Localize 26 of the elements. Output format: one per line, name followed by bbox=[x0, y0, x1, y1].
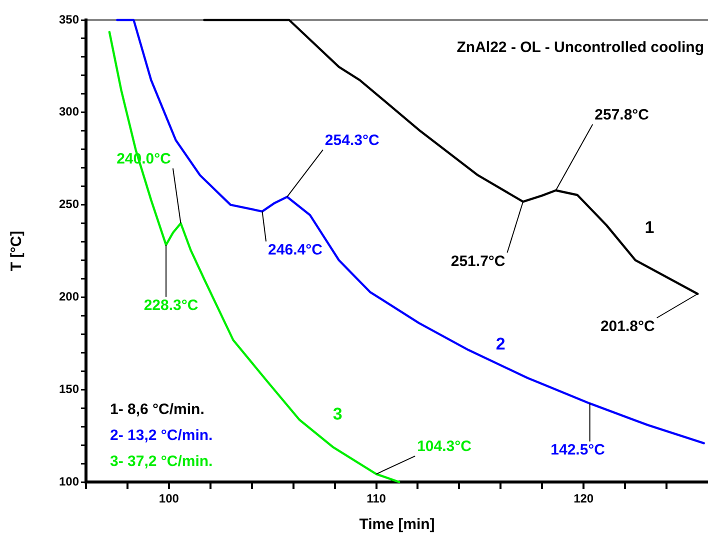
annotation: 1- 8,6 °C/min. bbox=[110, 401, 204, 418]
y-tick-label: 250 bbox=[58, 197, 80, 212]
x-axis-title: Time [min] bbox=[359, 516, 435, 534]
annotation: 246.4°C bbox=[268, 242, 323, 259]
y-tick-label: 350 bbox=[58, 12, 80, 26]
x-tick-label: 100 bbox=[158, 492, 180, 506]
annotation: 257.8°C bbox=[594, 106, 650, 124]
series-label: 3 bbox=[332, 404, 342, 424]
y-tick-label: 100 bbox=[58, 474, 80, 488]
annotation: 251.7°C bbox=[450, 252, 506, 270]
annotation: 2- 13,2 °C/min. bbox=[110, 427, 213, 444]
series-label: 2 bbox=[496, 334, 506, 354]
y-axis-title: T [°C] bbox=[8, 230, 26, 272]
y-tick-label: 200 bbox=[58, 290, 80, 304]
y-tick-label: 300 bbox=[58, 104, 80, 119]
y-tick-label: 150 bbox=[58, 382, 80, 396]
annotation: 142.5°C bbox=[550, 442, 606, 459]
x-tick-label: 120 bbox=[574, 492, 594, 506]
annotation: 201.8°C bbox=[600, 318, 655, 336]
annotation: 228.3°C bbox=[144, 297, 198, 314]
annotation: 254.3°C bbox=[324, 132, 380, 149]
series-label: 1 bbox=[644, 218, 654, 237]
x-tick-label: 110 bbox=[366, 492, 386, 506]
annotation: 3- 37,2 °C/min. bbox=[110, 453, 213, 470]
annotation: 104.3°C bbox=[417, 438, 472, 456]
text: ZnAl22 - OL - Uncontrolled cooling bbox=[456, 39, 704, 56]
